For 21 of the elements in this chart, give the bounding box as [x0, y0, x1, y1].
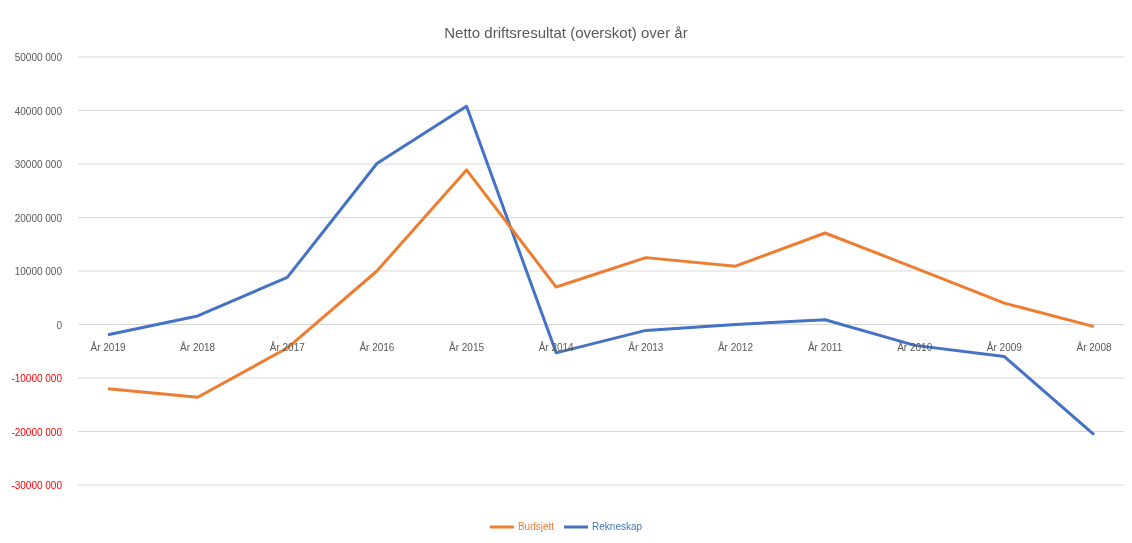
legend-label: Rekneskap	[592, 520, 643, 532]
x-tick-label: År 2009	[986, 341, 1023, 353]
y-tick-label: 50000 000	[14, 52, 63, 63]
y-tick-label: -20000 000	[11, 426, 63, 438]
x-tick-label: År 2011	[807, 341, 843, 353]
y-tick-label: 10000 000	[14, 266, 63, 277]
x-tick-label: År 2019	[90, 341, 126, 353]
y-tick-label: -30000 000	[11, 480, 63, 491]
x-tick-label: År 2008	[1076, 341, 1112, 353]
x-tick-label: År 2012	[717, 341, 754, 353]
y-tick-label: 0	[56, 319, 63, 331]
x-tick-label: År 2016	[359, 341, 395, 353]
chart-title: Netto driftsresultat (overskot) over år	[443, 24, 689, 41]
y-tick-label: 30000 000	[14, 159, 63, 170]
y-tick-label: -10000 000	[11, 373, 63, 384]
y-tick-label: 40000 000	[14, 105, 63, 117]
x-tick-label: År 2018	[180, 341, 216, 353]
x-tick-label: År 2015	[449, 341, 485, 353]
y-tick-label: 20000 000	[14, 212, 63, 224]
legend-label: Budsjett	[517, 520, 555, 532]
x-tick-label: År 2013	[628, 341, 664, 353]
